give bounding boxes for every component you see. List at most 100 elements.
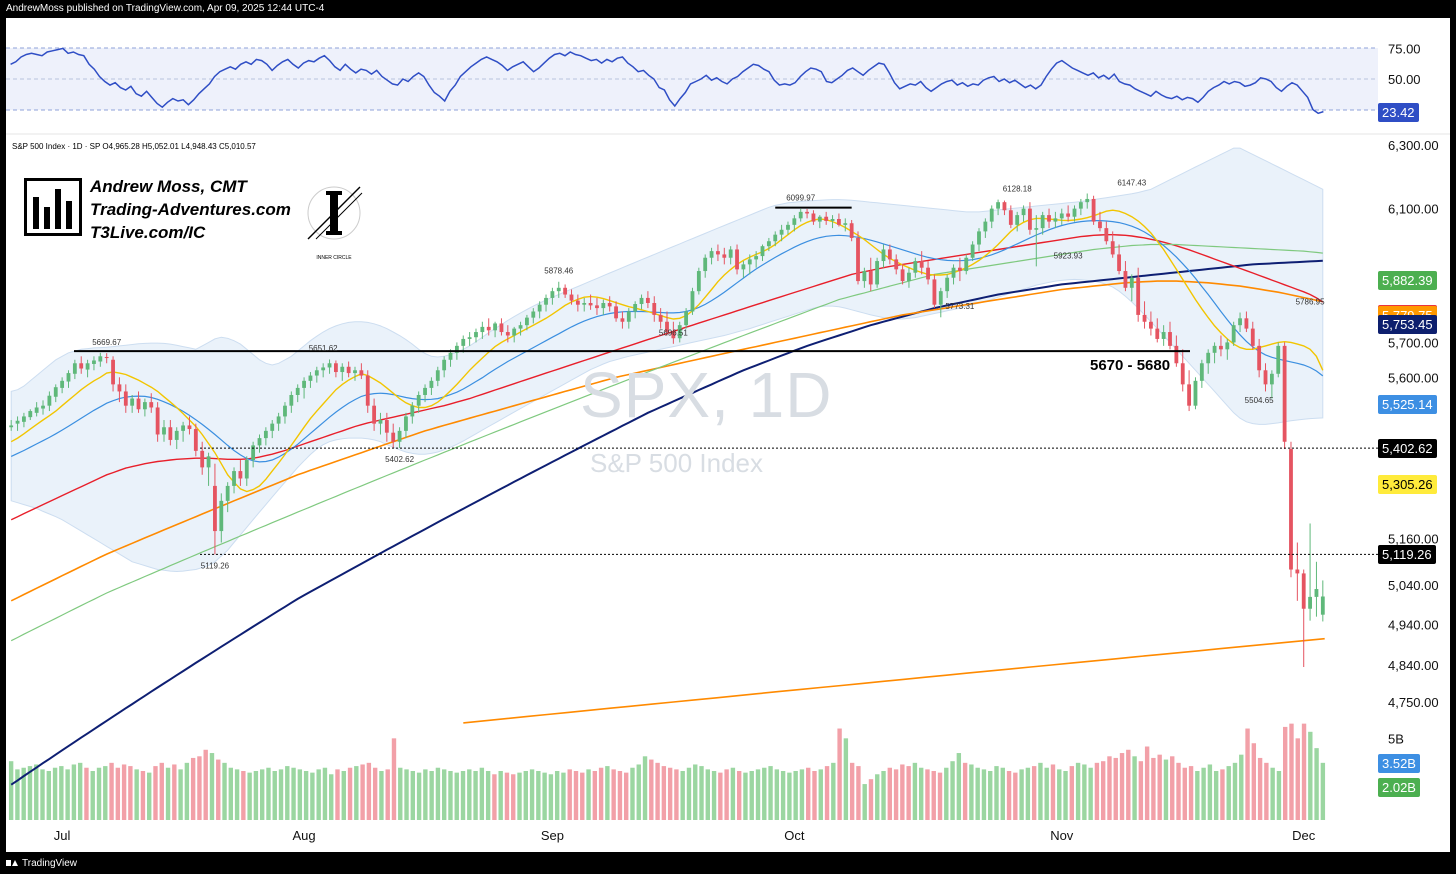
inner-circle-text: INNER CIRCLE — [316, 255, 352, 261]
candle-body — [964, 257, 969, 272]
candle-body — [849, 223, 854, 238]
volume-bar — [1113, 757, 1118, 820]
candle-body — [1053, 218, 1058, 222]
candle-body — [200, 450, 205, 468]
candle-body — [461, 338, 466, 346]
candle — [811, 210, 816, 225]
candle — [181, 421, 186, 442]
volume-bar — [661, 766, 667, 820]
candle-body — [174, 430, 179, 440]
candle — [531, 308, 536, 324]
candle — [824, 211, 829, 225]
candle-body — [111, 359, 115, 385]
candle-body — [155, 407, 160, 435]
candle — [601, 299, 606, 315]
candle-body — [1168, 332, 1172, 346]
candle-body — [149, 402, 154, 408]
volume-bar — [379, 771, 384, 820]
volume-bar — [473, 771, 478, 820]
volume-bar — [1000, 767, 1005, 820]
candle-body — [136, 398, 141, 410]
candle — [429, 377, 434, 395]
volume-bar — [153, 766, 158, 820]
candle-body — [353, 370, 357, 374]
candle — [1320, 580, 1325, 622]
candle-body — [505, 332, 510, 336]
candle-body — [1040, 215, 1045, 229]
candle-body — [181, 425, 186, 431]
volume-bar — [862, 784, 867, 820]
candle-body — [938, 291, 943, 305]
candle — [614, 301, 618, 322]
candle-body — [1301, 573, 1306, 609]
volume-bar — [366, 762, 372, 820]
author-text: Andrew Moss, CMT Trading-Adventures.com … — [90, 175, 291, 244]
volume-bar — [680, 771, 685, 820]
candle-body — [626, 311, 631, 322]
candle — [467, 332, 472, 346]
volume-bar — [793, 771, 798, 820]
candle-body — [435, 370, 440, 381]
candle-body — [1219, 345, 1223, 350]
volume-tick-label: 5B — [1388, 731, 1404, 746]
volume-bar — [906, 766, 911, 820]
candle — [1078, 198, 1083, 216]
candle-body — [544, 297, 548, 305]
volume-bar — [711, 771, 717, 820]
candle — [665, 311, 669, 336]
volume-bar — [385, 769, 390, 820]
candle-body — [1034, 228, 1039, 230]
candle — [556, 281, 561, 298]
candle-body — [1098, 221, 1102, 229]
author-name: Andrew Moss, CMT — [90, 177, 247, 196]
candle — [862, 267, 867, 288]
volume-bar — [1188, 766, 1194, 820]
candle — [340, 363, 345, 381]
candle-body — [1028, 208, 1032, 230]
volume-bar — [1006, 771, 1012, 820]
volume-bar — [504, 772, 510, 820]
candle — [996, 199, 1001, 216]
candle — [1244, 311, 1249, 333]
candle-body — [614, 306, 618, 319]
candle-body — [79, 363, 84, 369]
volume-bar — [1232, 762, 1238, 820]
candle — [786, 221, 790, 235]
price-pane: 5670 - 5680 5669.67 5651.62 5402.62 5119.26… — [8, 138, 1439, 843]
candle-body — [983, 221, 988, 232]
volume-bar — [178, 769, 183, 820]
candle — [1085, 193, 1090, 209]
volume-bar — [448, 771, 453, 820]
candle-body — [957, 267, 962, 272]
price-tick-label: 5,700.00 — [1388, 335, 1439, 350]
volume-bar — [115, 767, 121, 820]
volume-bar — [837, 728, 842, 820]
candle — [779, 224, 784, 242]
candle-body — [1225, 342, 1230, 350]
candle — [1308, 523, 1312, 621]
candle — [1040, 211, 1045, 235]
candle-body — [766, 241, 771, 247]
candle-body — [206, 456, 211, 468]
volume-bar — [147, 772, 152, 820]
candle — [263, 427, 268, 446]
volume-bar — [950, 761, 955, 820]
candle — [690, 287, 695, 315]
candle-body — [996, 202, 1001, 209]
volume-bar — [831, 762, 836, 820]
candle-body — [1047, 215, 1051, 222]
watermark-subtitle: S&P 500 Index — [590, 448, 763, 478]
volume-bar — [749, 771, 754, 820]
candle — [913, 257, 918, 278]
candle-body — [824, 216, 829, 221]
volume-bar — [542, 772, 547, 820]
price-annotation: 5651.62 — [309, 344, 338, 353]
candle — [123, 384, 128, 413]
candle — [1110, 231, 1115, 258]
candle-body — [792, 218, 797, 225]
candle — [327, 359, 332, 374]
volume-bar — [1069, 766, 1075, 820]
price-annotation: 5119.26 — [201, 561, 230, 570]
candle-body — [722, 254, 727, 258]
